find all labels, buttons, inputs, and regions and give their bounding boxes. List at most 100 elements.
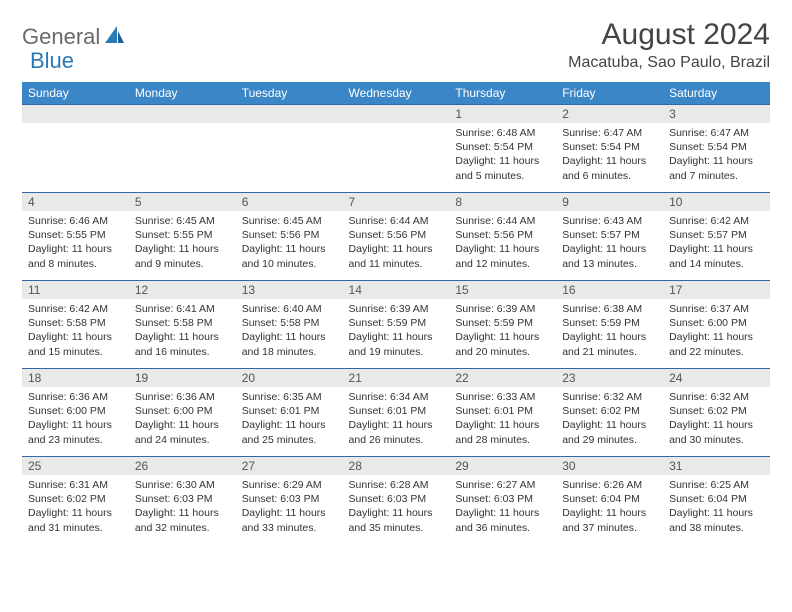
day-line-sr: Sunrise: 6:41 AM <box>135 302 230 316</box>
day-line-sr: Sunrise: 6:47 AM <box>562 126 657 140</box>
calendar-day-cell: 20Sunrise: 6:35 AMSunset: 6:01 PMDayligh… <box>236 369 343 457</box>
day-details: Sunrise: 6:45 AMSunset: 5:56 PMDaylight:… <box>236 211 343 275</box>
calendar-day-cell <box>22 105 129 193</box>
calendar-day-cell: 12Sunrise: 6:41 AMSunset: 5:58 PMDayligh… <box>129 281 236 369</box>
day-number <box>343 105 450 123</box>
day-number: 14 <box>343 281 450 299</box>
calendar-day-cell: 16Sunrise: 6:38 AMSunset: 5:59 PMDayligh… <box>556 281 663 369</box>
day-line-d1: Daylight: 11 hours <box>455 242 550 256</box>
day-details: Sunrise: 6:47 AMSunset: 5:54 PMDaylight:… <box>556 123 663 187</box>
day-number: 4 <box>22 193 129 211</box>
day-line-d2: and 33 minutes. <box>242 521 337 535</box>
day-line-ss: Sunset: 5:56 PM <box>455 228 550 242</box>
calendar-day-cell: 30Sunrise: 6:26 AMSunset: 6:04 PMDayligh… <box>556 457 663 545</box>
day-line-d1: Daylight: 11 hours <box>242 242 337 256</box>
day-line-d1: Daylight: 11 hours <box>562 506 657 520</box>
day-line-d2: and 5 minutes. <box>455 169 550 183</box>
day-line-d2: and 23 minutes. <box>28 433 123 447</box>
calendar-day-cell: 25Sunrise: 6:31 AMSunset: 6:02 PMDayligh… <box>22 457 129 545</box>
day-number: 25 <box>22 457 129 475</box>
day-line-sr: Sunrise: 6:36 AM <box>135 390 230 404</box>
page-header: General August 2024 Macatuba, Sao Paulo,… <box>22 18 770 72</box>
title-block: August 2024 Macatuba, Sao Paulo, Brazil <box>568 18 770 72</box>
weekday-header: Friday <box>556 82 663 105</box>
day-details: Sunrise: 6:42 AMSunset: 5:57 PMDaylight:… <box>663 211 770 275</box>
weekday-header: Tuesday <box>236 82 343 105</box>
day-line-ss: Sunset: 6:01 PM <box>455 404 550 418</box>
day-line-ss: Sunset: 6:04 PM <box>669 492 764 506</box>
day-line-sr: Sunrise: 6:40 AM <box>242 302 337 316</box>
day-line-d2: and 35 minutes. <box>349 521 444 535</box>
day-line-d2: and 20 minutes. <box>455 345 550 359</box>
day-number: 15 <box>449 281 556 299</box>
day-line-ss: Sunset: 6:03 PM <box>349 492 444 506</box>
location-subtitle: Macatuba, Sao Paulo, Brazil <box>568 54 770 72</box>
day-line-d2: and 6 minutes. <box>562 169 657 183</box>
day-line-sr: Sunrise: 6:46 AM <box>28 214 123 228</box>
day-number: 17 <box>663 281 770 299</box>
day-line-d1: Daylight: 11 hours <box>562 154 657 168</box>
day-number: 8 <box>449 193 556 211</box>
day-number: 30 <box>556 457 663 475</box>
day-line-d2: and 7 minutes. <box>669 169 764 183</box>
month-title: August 2024 <box>568 18 770 52</box>
calendar-day-cell: 11Sunrise: 6:42 AMSunset: 5:58 PMDayligh… <box>22 281 129 369</box>
day-details: Sunrise: 6:32 AMSunset: 6:02 PMDaylight:… <box>663 387 770 451</box>
day-line-ss: Sunset: 5:54 PM <box>455 140 550 154</box>
day-line-d2: and 12 minutes. <box>455 257 550 271</box>
day-details: Sunrise: 6:40 AMSunset: 5:58 PMDaylight:… <box>236 299 343 363</box>
day-number: 12 <box>129 281 236 299</box>
day-line-d2: and 9 minutes. <box>135 257 230 271</box>
day-details: Sunrise: 6:36 AMSunset: 6:00 PMDaylight:… <box>22 387 129 451</box>
day-line-d2: and 10 minutes. <box>242 257 337 271</box>
day-line-d1: Daylight: 11 hours <box>135 418 230 432</box>
day-line-d1: Daylight: 11 hours <box>349 418 444 432</box>
day-number: 2 <box>556 105 663 123</box>
calendar-day-cell: 22Sunrise: 6:33 AMSunset: 6:01 PMDayligh… <box>449 369 556 457</box>
day-line-d2: and 8 minutes. <box>28 257 123 271</box>
day-line-sr: Sunrise: 6:35 AM <box>242 390 337 404</box>
day-line-sr: Sunrise: 6:27 AM <box>455 478 550 492</box>
calendar-day-cell <box>236 105 343 193</box>
day-line-ss: Sunset: 5:54 PM <box>669 140 764 154</box>
calendar-day-cell <box>129 105 236 193</box>
day-number: 10 <box>663 193 770 211</box>
day-line-d1: Daylight: 11 hours <box>28 242 123 256</box>
logo-sail-icon <box>104 25 126 50</box>
day-line-sr: Sunrise: 6:32 AM <box>562 390 657 404</box>
day-line-sr: Sunrise: 6:39 AM <box>455 302 550 316</box>
day-line-d2: and 32 minutes. <box>135 521 230 535</box>
day-line-ss: Sunset: 5:58 PM <box>135 316 230 330</box>
day-line-ss: Sunset: 6:01 PM <box>349 404 444 418</box>
day-number: 7 <box>343 193 450 211</box>
day-line-d2: and 21 minutes. <box>562 345 657 359</box>
day-line-sr: Sunrise: 6:33 AM <box>455 390 550 404</box>
day-details: Sunrise: 6:37 AMSunset: 6:00 PMDaylight:… <box>663 299 770 363</box>
day-number: 5 <box>129 193 236 211</box>
day-line-ss: Sunset: 6:02 PM <box>669 404 764 418</box>
day-number: 18 <box>22 369 129 387</box>
calendar-day-cell: 6Sunrise: 6:45 AMSunset: 5:56 PMDaylight… <box>236 193 343 281</box>
calendar-day-cell: 18Sunrise: 6:36 AMSunset: 6:00 PMDayligh… <box>22 369 129 457</box>
day-details: Sunrise: 6:45 AMSunset: 5:55 PMDaylight:… <box>129 211 236 275</box>
day-line-d1: Daylight: 11 hours <box>669 330 764 344</box>
calendar-day-cell: 1Sunrise: 6:48 AMSunset: 5:54 PMDaylight… <box>449 105 556 193</box>
day-details: Sunrise: 6:31 AMSunset: 6:02 PMDaylight:… <box>22 475 129 539</box>
day-line-d2: and 16 minutes. <box>135 345 230 359</box>
calendar-day-cell: 26Sunrise: 6:30 AMSunset: 6:03 PMDayligh… <box>129 457 236 545</box>
day-line-sr: Sunrise: 6:36 AM <box>28 390 123 404</box>
day-line-sr: Sunrise: 6:34 AM <box>349 390 444 404</box>
day-number: 9 <box>556 193 663 211</box>
day-line-d1: Daylight: 11 hours <box>669 506 764 520</box>
calendar-day-cell: 4Sunrise: 6:46 AMSunset: 5:55 PMDaylight… <box>22 193 129 281</box>
day-line-ss: Sunset: 5:58 PM <box>242 316 337 330</box>
day-line-sr: Sunrise: 6:45 AM <box>242 214 337 228</box>
day-line-sr: Sunrise: 6:25 AM <box>669 478 764 492</box>
calendar-day-cell: 15Sunrise: 6:39 AMSunset: 5:59 PMDayligh… <box>449 281 556 369</box>
day-line-ss: Sunset: 6:02 PM <box>28 492 123 506</box>
day-line-d1: Daylight: 11 hours <box>349 506 444 520</box>
logo-text-blue: Blue <box>30 48 74 74</box>
day-line-d2: and 18 minutes. <box>242 345 337 359</box>
day-line-d1: Daylight: 11 hours <box>562 242 657 256</box>
day-number: 26 <box>129 457 236 475</box>
